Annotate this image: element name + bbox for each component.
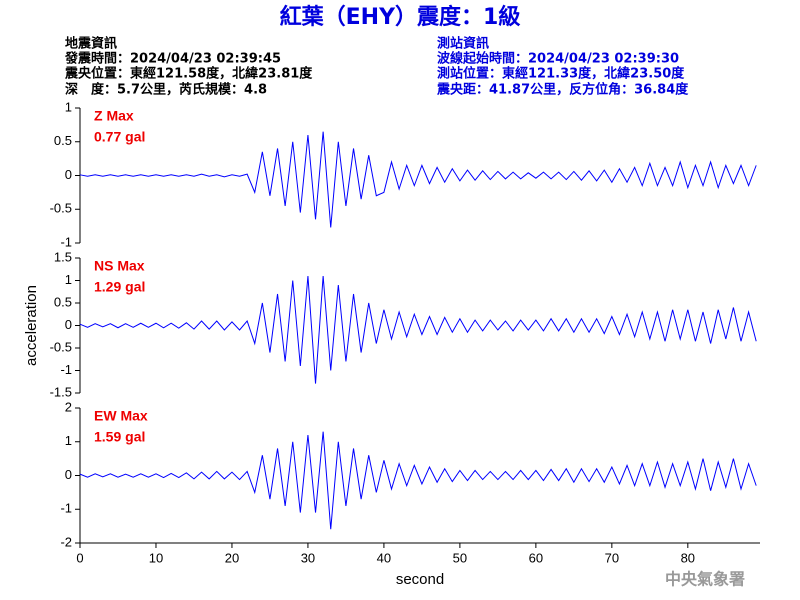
y-tick-label: -1 — [60, 234, 72, 249]
info-line: 深 度：5.7公里，芮氏規模：4.8 — [65, 82, 267, 98]
watermark: 中央氣象署 — [665, 570, 745, 589]
info-line: 波線起始時間：2024/04/23 02:39:30 — [437, 51, 679, 67]
y-tick-label: 0.5 — [54, 294, 72, 309]
x-tick-label: 40 — [377, 550, 391, 565]
y-tick-label: 1 — [65, 99, 72, 114]
y-tick-label: -0.5 — [50, 201, 72, 216]
x-tick-label: 0 — [76, 550, 83, 565]
y-axis-label: acceleration — [23, 285, 40, 366]
y-tick-label: -1.5 — [50, 384, 72, 399]
y-tick-label: 0 — [65, 167, 72, 182]
x-tick-label: 70 — [605, 550, 619, 565]
info-line: 震央位置：東經121.58度，北緯23.81度 — [64, 66, 313, 82]
y-tick-label: 1 — [65, 433, 72, 448]
panel-annotation: Z Max — [94, 108, 134, 124]
panel-annotation: 0.77 gal — [94, 129, 145, 145]
info-line: 震央距：41.87公里，反方位角：36.84度 — [436, 82, 689, 98]
info-line: 發震時間：2024/04/23 02:39:45 — [64, 51, 281, 67]
x-tick-label: 30 — [301, 550, 315, 565]
y-tick-label: 1.5 — [54, 249, 72, 264]
y-tick-label: 0 — [65, 317, 72, 332]
y-tick-label: 2 — [65, 399, 72, 414]
x-tick-label: 80 — [681, 550, 695, 565]
panel-annotation: NS Max — [94, 258, 145, 274]
x-tick-label: 20 — [225, 550, 239, 565]
x-tick-label: 10 — [149, 550, 163, 565]
waveform — [79, 131, 757, 228]
y-tick-label: 1 — [65, 272, 72, 287]
x-tick-label: 50 — [453, 550, 467, 565]
x-axis-label: second — [396, 571, 444, 588]
y-tick-label: 0.5 — [54, 133, 72, 148]
info-heading: 地震資訊 — [65, 36, 117, 52]
y-tick-label: -2 — [60, 534, 72, 549]
panel-annotation: 1.59 gal — [94, 429, 145, 445]
waveform — [79, 275, 757, 384]
waveform — [79, 431, 757, 530]
info-line: 測站位置：東經121.33度，北緯23.50度 — [437, 66, 685, 82]
y-tick-label: -1 — [60, 501, 72, 516]
chart-title: 紅葉（EHY）震度：1級 — [280, 4, 521, 30]
y-tick-label: 0 — [65, 467, 72, 482]
info-heading: 測站資訊 — [437, 36, 489, 52]
y-tick-label: -0.5 — [50, 339, 72, 354]
y-tick-label: -1 — [60, 362, 72, 377]
panel-annotation: 1.29 gal — [94, 279, 145, 295]
x-tick-label: 60 — [529, 550, 543, 565]
panel-annotation: EW Max — [94, 408, 148, 424]
